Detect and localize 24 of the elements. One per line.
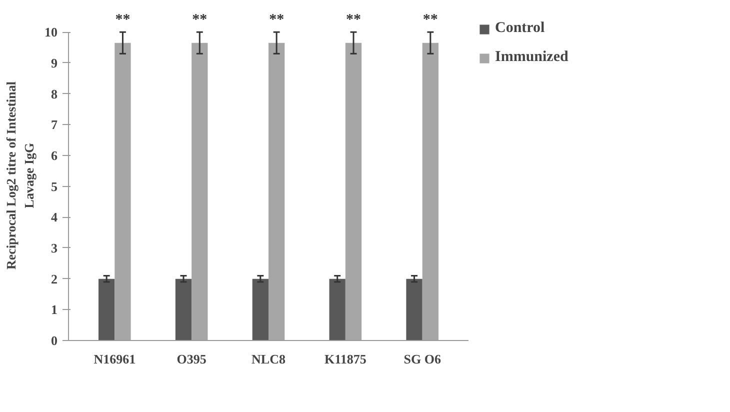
x-tick-label: O395 bbox=[176, 352, 207, 366]
legend-label: Immunized bbox=[495, 49, 568, 66]
text: ** bbox=[269, 12, 284, 28]
y-tick-label: 3 bbox=[51, 240, 58, 256]
text: ** bbox=[115, 12, 130, 28]
x-tick-label: SG O6 bbox=[404, 352, 442, 366]
y-tick-label: 10 bbox=[44, 24, 58, 40]
y-tick-label: 4 bbox=[51, 210, 58, 225]
x-tick-label: N16961 bbox=[94, 352, 136, 366]
text: ** bbox=[346, 12, 361, 28]
y-tick-label: 9 bbox=[51, 55, 58, 70]
y-tick-label: 0 bbox=[51, 333, 58, 348]
y-tick-label: 5 bbox=[51, 178, 58, 194]
y-tick-label: 6 bbox=[51, 148, 58, 163]
x-tick-label: NLC8 bbox=[252, 352, 286, 366]
y-tick-label: 8 bbox=[51, 86, 58, 102]
y-tick-label: 7 bbox=[51, 117, 58, 132]
y-tick-label: 1 bbox=[51, 302, 58, 318]
legend-label: Control bbox=[495, 20, 545, 37]
text: ** bbox=[422, 12, 438, 28]
y-tick-label: 2 bbox=[51, 271, 58, 286]
x-tick-label: K11875 bbox=[324, 352, 367, 366]
text: ** bbox=[192, 12, 208, 28]
y-axis-title: Reciprocal Log2 titre of Intestinal Lavage IgG bbox=[4, 81, 36, 270]
